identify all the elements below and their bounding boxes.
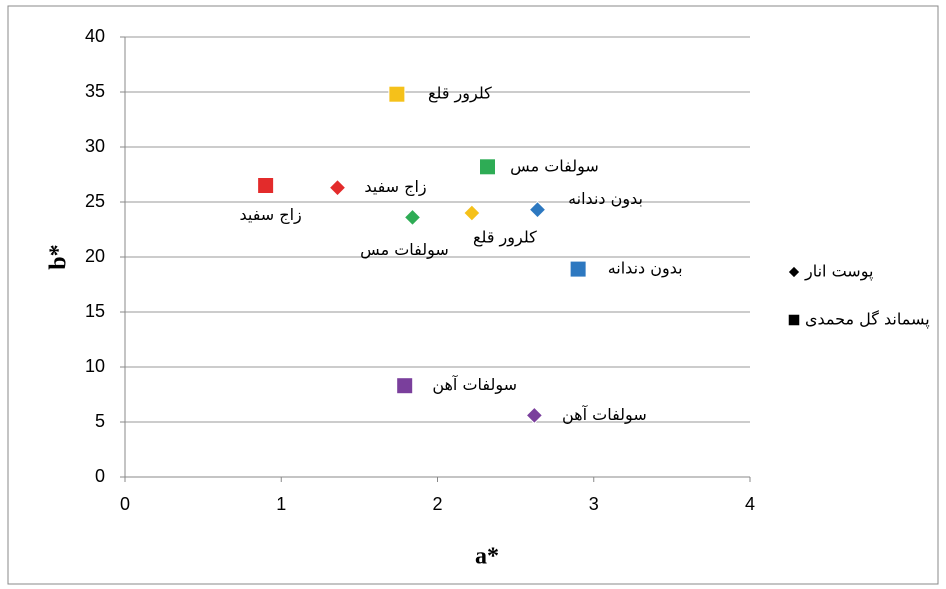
y-tick-label: 35 — [85, 81, 105, 101]
x-tick-label: 3 — [589, 494, 599, 514]
point-label: کلرور قلع — [428, 84, 492, 104]
point-label: سولفات آهن — [562, 405, 647, 425]
marker — [388, 85, 406, 103]
x-axis-label: a* — [475, 544, 499, 570]
point-label: بدون دندانه — [568, 189, 643, 209]
marker — [525, 406, 544, 425]
point-label: بدون دندانه — [608, 259, 683, 279]
legend-marker — [787, 265, 801, 279]
point-label: زاج سفید — [364, 177, 426, 197]
y-tick-label: 0 — [95, 466, 105, 486]
y-tick-label: 25 — [85, 191, 105, 211]
legend-marker — [788, 314, 800, 326]
marker — [403, 208, 422, 227]
y-axis-label: b* — [46, 244, 72, 269]
legend-label: پوست انار — [804, 262, 873, 282]
y-tick-label: 5 — [95, 411, 105, 431]
x-tick-label: 0 — [120, 494, 130, 514]
legend-label: پسماند گل محمدی — [805, 310, 930, 330]
x-tick-label: 4 — [745, 494, 755, 514]
point-label: کلرور قلع — [473, 228, 537, 248]
y-tick-label: 40 — [85, 26, 105, 46]
marker — [528, 200, 547, 219]
x-tick-label: 2 — [432, 494, 442, 514]
chart-frame — [7, 5, 939, 585]
point-label: سولفات مس — [360, 240, 449, 260]
y-tick-label: 10 — [85, 356, 105, 376]
marker — [479, 158, 496, 176]
y-tick-label: 30 — [85, 136, 105, 156]
point-label: سولفات مس — [510, 156, 599, 176]
marker — [257, 177, 275, 194]
y-tick-label: 15 — [85, 301, 105, 321]
y-tick-label: 20 — [85, 246, 105, 266]
marker — [328, 178, 347, 197]
point-label: زاج سفید — [239, 205, 301, 225]
marker — [463, 204, 481, 222]
point-label: سولفات آهن — [432, 375, 517, 395]
marker — [396, 377, 414, 395]
marker — [569, 260, 587, 278]
x-tick-label: 1 — [276, 494, 286, 514]
